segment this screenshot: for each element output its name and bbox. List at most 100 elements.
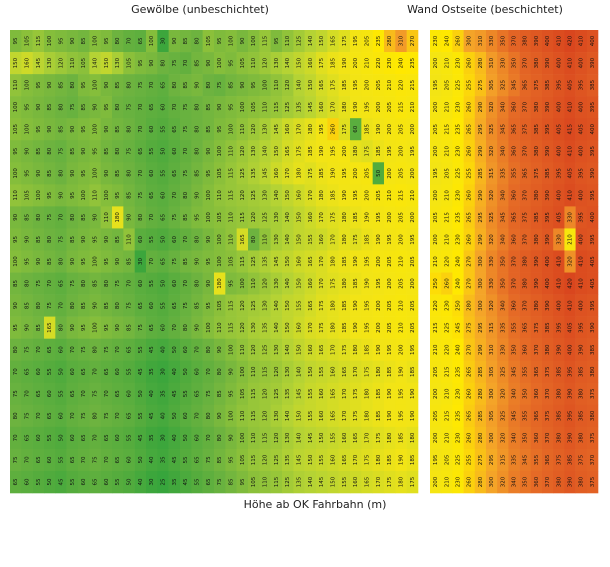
cell-label: 60 [183,412,189,419]
heat-cell [293,118,305,141]
cell-label: 360 [512,190,518,201]
cell-label: 365 [523,79,529,90]
heat-cell [248,52,260,75]
cell-label: 45 [149,346,155,353]
cell-label: 150 [104,57,110,68]
cell-label: 180 [297,168,303,179]
cell-label: 200 [353,168,359,179]
heat-cell [372,404,385,428]
heat-cell [384,360,396,384]
cell-label: 110 [13,190,19,201]
heat-cell [452,162,464,185]
heat-cell [463,404,476,428]
heat-cell [55,250,67,273]
cell-label: 180 [342,212,348,223]
cell-label: 35 [149,368,155,375]
heat-cell [441,206,453,229]
heat-cell [225,140,237,163]
cell-label: 80 [138,213,144,220]
heat-cell [293,96,305,119]
heat-cell [180,140,192,163]
cell-label: 145 [274,256,280,267]
cell-label: 65 [59,280,65,287]
heat-cell [146,272,158,295]
heat-cell [463,74,476,97]
cell-label: 95 [25,258,31,265]
heat-cell [180,162,192,185]
cell-label: 205 [376,190,382,201]
cell-label: 60 [59,412,65,419]
heat-cell [236,96,249,119]
cell-label: 390 [545,146,551,157]
heat-cell [372,426,385,450]
cell-label: 370 [523,57,529,68]
heat-cell [372,206,385,229]
cell-label: 350 [500,35,506,46]
cell-label: 130 [251,322,257,333]
heat-cell [134,74,147,97]
heat-cell [191,470,203,494]
cell-label: 105 [81,57,87,68]
heat-cell [508,470,520,494]
heat-cell [214,162,226,185]
cell-label: 390 [590,168,596,179]
cell-label: 110 [251,432,257,443]
heat-cell [452,448,464,472]
cell-label: 85 [183,37,189,44]
cell-label: 175 [319,300,325,311]
cell-label: 180 [308,123,314,134]
cell-label: 25 [161,478,167,485]
heat-cell [542,140,554,163]
heat-cell [191,272,203,295]
cell-label: 195 [433,168,439,179]
cell-label: 170 [342,388,348,399]
cell-label: 65 [81,434,87,441]
cell-label: 120 [240,322,246,333]
cell-label: 40 [161,346,167,353]
heat-cell [168,382,181,406]
heat-cell [497,448,509,472]
heat-cell [214,140,226,163]
cell-label: 400 [590,212,596,223]
heat-cell [100,228,113,251]
cell-label: 105 [240,454,246,465]
cell-label: 100 [217,57,223,68]
heat-cell [430,250,442,273]
cell-label: 195 [387,344,393,355]
cell-label: 170 [331,101,337,112]
heat-cell [123,382,135,406]
cell-label: 395 [590,190,596,201]
cell-label: 185 [308,146,314,157]
heat-cell [463,118,476,141]
cell-label: 365 [534,366,540,377]
heat-cell [519,206,532,229]
cell-label: 130 [274,57,280,68]
heat-cell [55,382,67,406]
cell-label: 100 [36,190,42,201]
heat-cell [282,294,294,317]
cell-label: 155 [342,476,348,487]
cell-label: 160 [342,432,348,443]
cell-label: 75 [172,59,178,66]
cell-label: 185 [365,123,371,134]
cell-label: 195 [399,388,405,399]
heat-cell [112,382,124,406]
cell-label: 90 [217,412,223,419]
cell-label: 125 [251,300,257,311]
cell-label: 200 [433,57,439,68]
cell-label: 75 [104,412,110,419]
cell-label: 70 [81,456,87,463]
heat-cell [44,30,56,53]
heat-cell [134,184,147,207]
heat-cell [463,228,476,251]
cell-label: 335 [500,322,506,333]
cell-label: 345 [512,79,518,90]
cell-label: 65 [115,456,121,463]
heat-cell [530,162,543,185]
cell-label: 100 [217,146,223,157]
cell-label: 140 [285,278,291,289]
heat-cell [304,272,317,295]
cell-label: 180 [353,146,359,157]
heat-cell [452,30,464,53]
heat-cell [519,250,532,273]
